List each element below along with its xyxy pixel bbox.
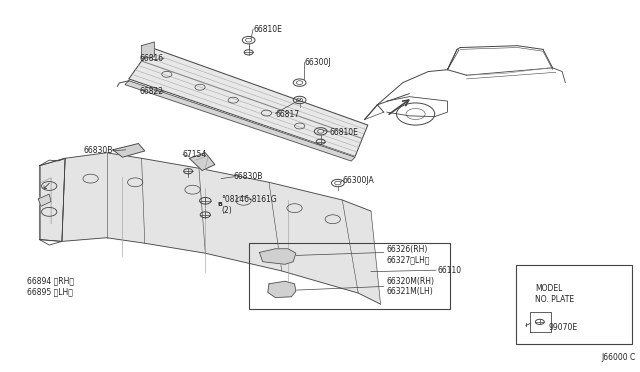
Bar xyxy=(248,243,450,309)
Text: 66300J: 66300J xyxy=(304,58,331,67)
Polygon shape xyxy=(129,48,368,157)
Polygon shape xyxy=(447,49,459,70)
Polygon shape xyxy=(40,158,65,241)
Text: MODEL
NO. PLATE: MODEL NO. PLATE xyxy=(536,284,575,304)
Polygon shape xyxy=(113,144,145,157)
Text: 66830B: 66830B xyxy=(234,172,263,181)
Bar xyxy=(516,264,632,344)
Text: 66816: 66816 xyxy=(140,54,164,63)
Polygon shape xyxy=(259,249,296,264)
Text: °08146-8161G
(2): °08146-8161G (2) xyxy=(221,196,277,215)
Text: 66326(RH)
66327＜LH＞: 66326(RH) 66327＜LH＞ xyxy=(387,245,431,264)
Text: 66830B: 66830B xyxy=(84,147,113,155)
Polygon shape xyxy=(268,281,296,298)
Text: 66320M(RH)
66321M(LH): 66320M(RH) 66321M(LH) xyxy=(387,277,435,296)
Text: J66000 C: J66000 C xyxy=(601,353,636,362)
Text: 66110: 66110 xyxy=(438,266,462,275)
Text: ↙: ↙ xyxy=(42,181,51,191)
Text: 67154: 67154 xyxy=(183,150,207,159)
Text: 66817: 66817 xyxy=(275,109,300,119)
Polygon shape xyxy=(40,153,381,304)
Text: 99070E: 99070E xyxy=(548,323,577,331)
Text: 66300JA: 66300JA xyxy=(342,176,374,185)
Text: 66810E: 66810E xyxy=(330,128,358,137)
Polygon shape xyxy=(189,153,215,170)
Polygon shape xyxy=(125,81,355,161)
Text: 66810E: 66810E xyxy=(253,25,282,33)
Text: 66822: 66822 xyxy=(140,87,164,96)
Polygon shape xyxy=(38,194,51,206)
Polygon shape xyxy=(141,42,154,59)
Text: 66894 ＜RH＞
66895 ＜LH＞: 66894 ＜RH＞ 66895 ＜LH＞ xyxy=(27,277,74,296)
Text: B: B xyxy=(218,202,222,207)
